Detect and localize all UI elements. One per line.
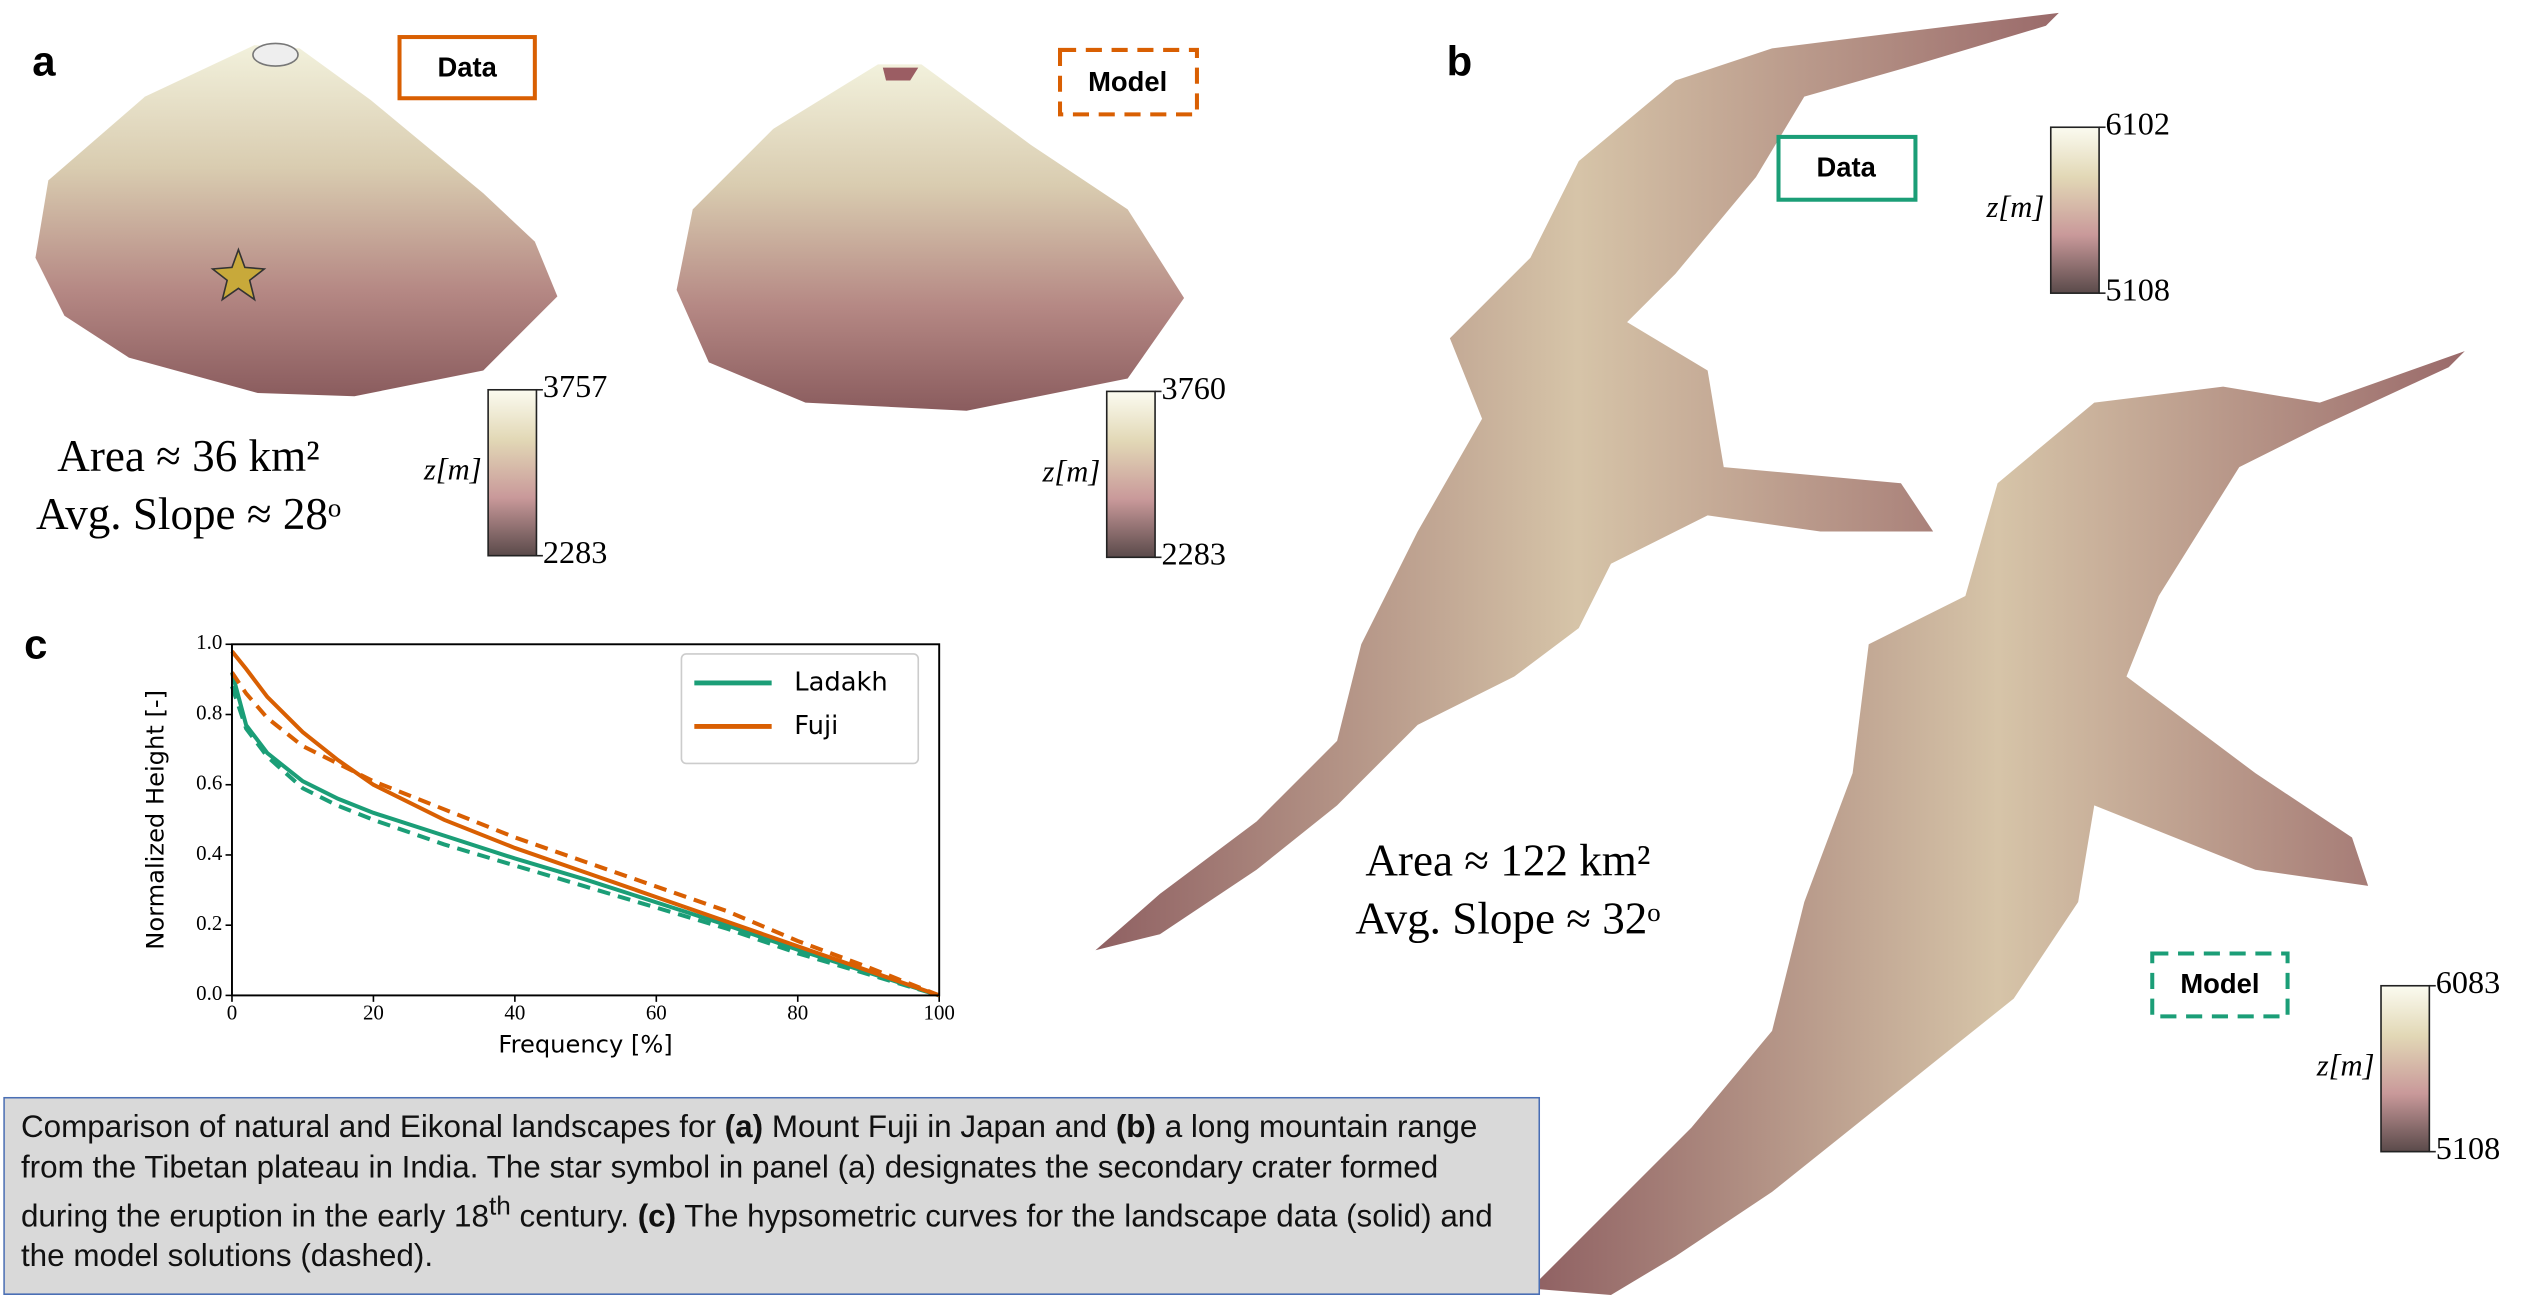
caption-text: century.	[511, 1199, 638, 1234]
crater	[253, 43, 298, 66]
area-text: Area ≈ 36 km²	[57, 431, 319, 481]
y-tick-label: 0.8	[196, 700, 222, 724]
area-text: Area ≈ 122 km²	[1365, 835, 1650, 885]
colorbar-min-label: 5108	[2436, 1130, 2500, 1166]
model-box-label: Model	[1088, 66, 1167, 97]
y-axis-label: Normalized Height [-]	[141, 690, 169, 950]
panel-label: b	[1447, 37, 1473, 84]
y-tick-label: 0.0	[196, 981, 222, 1005]
colorbar-min-label: 2283	[543, 534, 607, 570]
caption-text: Comparison of natural and Eikonal landsc…	[21, 1110, 725, 1145]
colorbar-min-label: 5108	[2106, 272, 2170, 308]
y-tick-label: 0.2	[196, 911, 222, 935]
x-tick-label: 0	[227, 1001, 237, 1025]
caption-text: Mount Fuji in Japan and	[763, 1110, 1116, 1145]
colorbar-max-label: 3757	[543, 368, 607, 404]
y-tick-label: 0.6	[196, 771, 222, 795]
colorbar-title: z[m]	[1041, 454, 1100, 488]
x-tick-label: 80	[787, 1001, 808, 1025]
colorbar-title: z[m]	[423, 453, 482, 487]
colorbar	[1107, 391, 1155, 557]
caption-box: Comparison of natural and Eikonal landsc…	[3, 1097, 1540, 1295]
caption-bold: (a)	[725, 1110, 763, 1145]
slope-text: Avg. Slope ≈ 32ᵒ	[1355, 893, 1660, 943]
x-tick-label: 20	[363, 1001, 384, 1025]
colorbar-max-label: 6102	[2106, 106, 2170, 142]
colorbar-max-label: 3760	[1162, 370, 1226, 406]
panel-label: c	[24, 621, 47, 668]
model-box-label: Model	[2180, 968, 2259, 999]
colorbar	[2381, 986, 2429, 1152]
panel-label: a	[32, 37, 56, 84]
colorbar-title: z[m]	[2316, 1049, 2375, 1083]
colorbar-min-label: 2283	[1162, 536, 1226, 572]
colorbar	[488, 390, 536, 556]
y-tick-label: 0.4	[196, 841, 223, 865]
colorbar	[2051, 127, 2099, 293]
caption: Comparison of natural and Eikonal landsc…	[3, 1097, 1540, 1295]
caption-sup: th	[489, 1192, 511, 1221]
colorbar-title: z[m]	[1986, 190, 2045, 224]
page: {"panels":{"a":{"label":"a","data_box":"…	[0, 0, 2526, 1295]
x-tick-label: 40	[504, 1001, 525, 1025]
data-box-label: Data	[1816, 151, 1876, 182]
colorbar-max-label: 6083	[2436, 964, 2500, 1000]
figure: a b c Data Model Data Model Area ≈ 36 km…	[0, 0, 2526, 1295]
legend-label: Fuji	[794, 711, 838, 741]
x-tick-label: 100	[923, 1001, 954, 1025]
x-tick-label: 60	[646, 1001, 667, 1025]
x-axis-label: Frequency [%]	[498, 1030, 672, 1058]
y-tick-label: 1.0	[196, 630, 222, 654]
legend-label: Ladakh	[794, 667, 888, 697]
data-box-label: Data	[438, 51, 498, 82]
slope-text: Avg. Slope ≈ 28ᵒ	[36, 489, 341, 539]
caption-bold: (c)	[638, 1199, 676, 1234]
caption-bold: (b)	[1116, 1110, 1156, 1145]
